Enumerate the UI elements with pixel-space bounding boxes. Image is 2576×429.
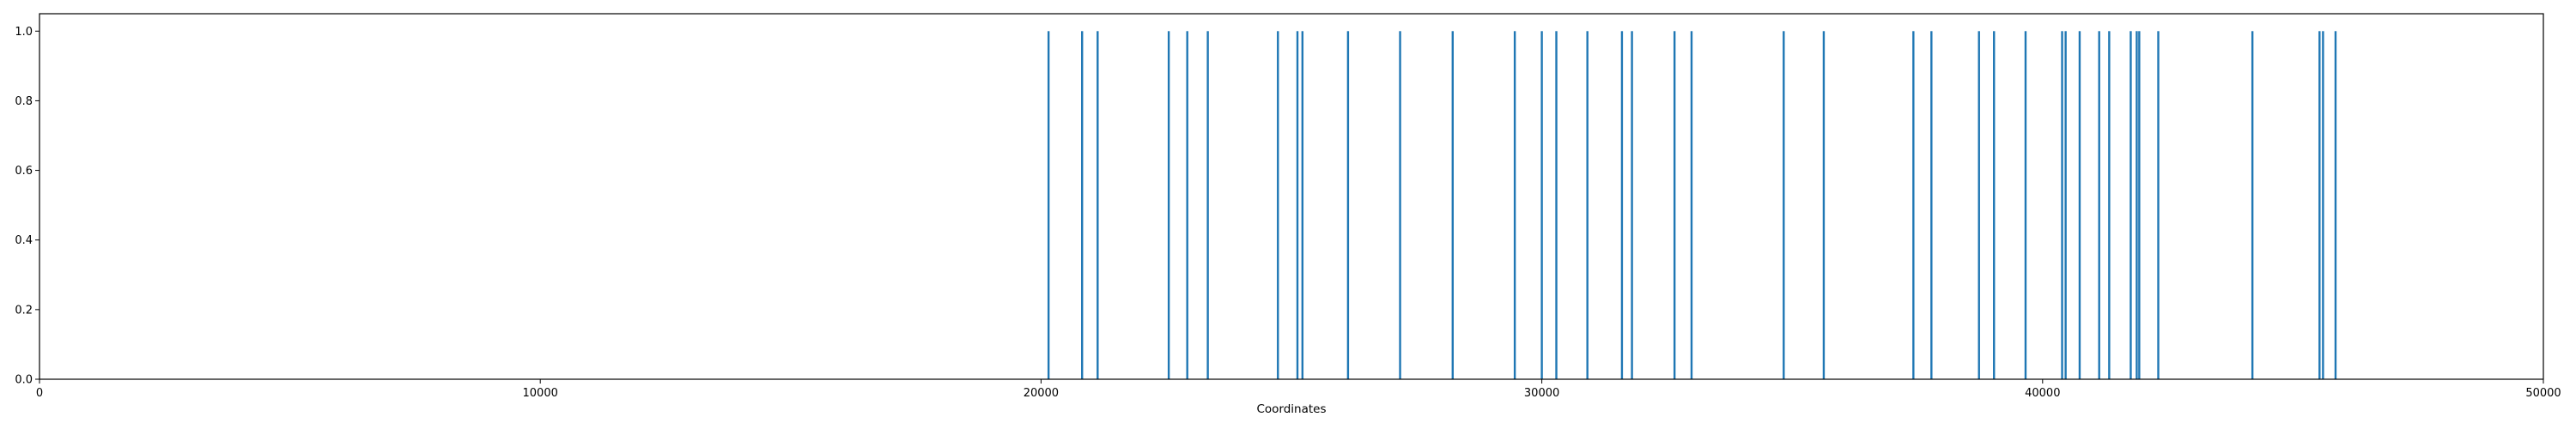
- bar: [2334, 31, 2337, 379]
- bar: [1186, 31, 1188, 379]
- bar: [1690, 31, 1693, 379]
- bar: [2251, 31, 2254, 379]
- bar: [2108, 31, 2111, 379]
- bar: [1097, 31, 1099, 379]
- bar: [1346, 31, 1350, 379]
- bar: [1930, 31, 1933, 379]
- bar: [1081, 31, 1084, 379]
- y-tick-label: 0.2: [15, 304, 33, 317]
- bar: [1296, 31, 1299, 379]
- bar: [2138, 31, 2141, 379]
- x-axis-label: Coordinates: [1256, 402, 1326, 416]
- x-tick-label: 10000: [523, 387, 558, 400]
- x-tick-label: 40000: [2025, 387, 2060, 400]
- bar: [2322, 31, 2324, 379]
- y-tick-label: 0.8: [15, 95, 33, 108]
- bar: [2064, 31, 2067, 379]
- bar: [1912, 31, 1915, 379]
- bar: [2078, 31, 2081, 379]
- y-tick-label: 0.4: [15, 234, 33, 247]
- y-tick-label: 0.6: [15, 165, 33, 178]
- bar: [2061, 31, 2063, 379]
- bar: [2136, 31, 2138, 379]
- bar: [1783, 31, 1785, 379]
- bar: [1586, 31, 1589, 379]
- bar: [1631, 31, 1633, 379]
- bar: [1993, 31, 1996, 379]
- bar: [1451, 31, 1454, 379]
- bar: [1822, 31, 1826, 379]
- x-tick-label: 30000: [1524, 387, 1559, 400]
- bar: [2157, 31, 2160, 379]
- bar: [1620, 31, 1624, 379]
- bar: [2098, 31, 2100, 379]
- x-axis: 0 10000 20000 30000 40000 50000: [36, 379, 2561, 400]
- x-tick-label: 50000: [2525, 387, 2561, 400]
- x-tick-label: 0: [36, 387, 43, 400]
- bar: [1206, 31, 1209, 379]
- y-axis: 0.0 0.2 0.4 0.6 0.8 1.0: [15, 26, 39, 387]
- bar: [1301, 31, 1304, 379]
- bar: [1555, 31, 1558, 379]
- bar: [2024, 31, 2027, 379]
- bar: [1978, 31, 1980, 379]
- bars-layer: [1047, 31, 2337, 379]
- bar: [1277, 31, 1279, 379]
- bar: [1399, 31, 1401, 379]
- bar: [2129, 31, 2132, 379]
- y-tick-label: 0.0: [15, 374, 33, 387]
- bar: [1540, 31, 1543, 379]
- bar: [1047, 31, 1050, 379]
- x-tick-label: 20000: [1024, 387, 1059, 400]
- plot-frame: [39, 13, 2544, 380]
- bar: [2318, 31, 2321, 379]
- bar: [1167, 31, 1170, 379]
- bar: [1673, 31, 1676, 379]
- bar: [1513, 31, 1516, 379]
- y-tick-label: 1.0: [15, 26, 33, 39]
